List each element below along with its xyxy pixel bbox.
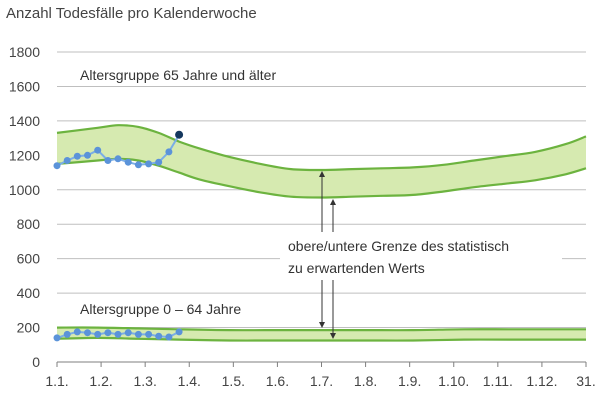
y-tick-label: 1800 [9, 44, 40, 60]
data-point [104, 157, 112, 164]
data-point [104, 329, 112, 337]
annotation-background [280, 232, 562, 280]
y-tick-label: 0 [32, 354, 40, 370]
data-point [94, 330, 102, 338]
data-point [84, 151, 91, 159]
data-point [155, 158, 163, 166]
chart-title: Anzahl Todesfälle pro Kalenderwoche [6, 5, 257, 22]
x-tick-label: 1.10. [438, 373, 469, 389]
data-point [63, 330, 71, 338]
data-point [155, 332, 163, 340]
x-tick-label: 1.8. [354, 373, 377, 389]
y-tick-label: 400 [17, 285, 41, 301]
arrowhead [330, 199, 336, 205]
expected-range-band-fill [57, 327, 586, 341]
x-tick-label: 1.12. [526, 373, 557, 389]
y-tick-label: 1000 [9, 182, 40, 198]
arrowhead [319, 322, 325, 328]
data-point [134, 330, 142, 338]
x-tick-label: 1.4. [178, 373, 201, 389]
annotation: obere/untere Grenze des statistisch zu e… [280, 232, 562, 280]
x-tick-label: 1.11. [483, 373, 513, 389]
group-label: Altersgruppe 65 Jahre und älter [80, 67, 276, 83]
data-point [53, 162, 61, 170]
x-tick-label: 1.5. [222, 373, 245, 389]
observed-series [53, 130, 184, 342]
lower-bound-line [56, 157, 587, 199]
data-point [114, 155, 122, 163]
data-point [145, 160, 153, 168]
axes: 0 200 400 600 800 1000 1200 1400 1600 1800 1.1. 1.2… [9, 44, 596, 389]
x-tick-label: 1.7. [310, 373, 333, 389]
annotation-arrows [319, 171, 336, 339]
lower-bound-line [56, 336, 586, 342]
annotation-line-1: obere/untere Grenze des statistisch [288, 238, 509, 254]
data-point [165, 148, 173, 156]
expected-range-bands [56, 124, 587, 342]
data-point [73, 328, 81, 336]
y-tick-label: 600 [17, 251, 41, 267]
y-tick-label: 800 [17, 216, 41, 232]
data-point [73, 152, 81, 160]
x-tick-label: 1.2. [89, 373, 112, 389]
expected-range-band-fill [57, 125, 586, 198]
group-label: Altersgruppe 0 – 64 Jahre [80, 301, 241, 317]
group-labels: Altersgruppe 65 Jahre und älter Altersgru… [72, 64, 285, 320]
y-tick-label: 1600 [9, 78, 40, 94]
x-tick-label: 31. [576, 373, 595, 389]
x-tick-label: 1.3. [133, 373, 156, 389]
y-tick-label: 1400 [9, 113, 40, 129]
data-point [63, 157, 71, 164]
latest-data-point [175, 130, 184, 139]
x-tick-label: 1.1. [45, 373, 68, 389]
x-tick-label: 1.9. [398, 373, 421, 389]
data-point [94, 146, 102, 154]
upper-bound-line [56, 124, 587, 172]
y-tick-label: 200 [17, 320, 41, 336]
data-point [165, 333, 173, 341]
arrowhead [319, 171, 325, 177]
data-point [114, 330, 122, 338]
data-point [175, 328, 183, 336]
data-point [53, 334, 61, 342]
annotation-line-2: zu erwartenden Werts [288, 260, 425, 276]
x-tick-label: 1.6. [266, 373, 289, 389]
y-tick-label: 1200 [9, 147, 40, 163]
data-point [84, 329, 91, 337]
upper-bound-line [56, 326, 586, 332]
data-point [124, 158, 132, 166]
group-label-background [72, 64, 285, 86]
data-point [134, 161, 142, 169]
data-point [145, 330, 153, 338]
group-label-background [72, 298, 250, 320]
data-point [124, 329, 132, 337]
arrowhead [330, 333, 336, 339]
